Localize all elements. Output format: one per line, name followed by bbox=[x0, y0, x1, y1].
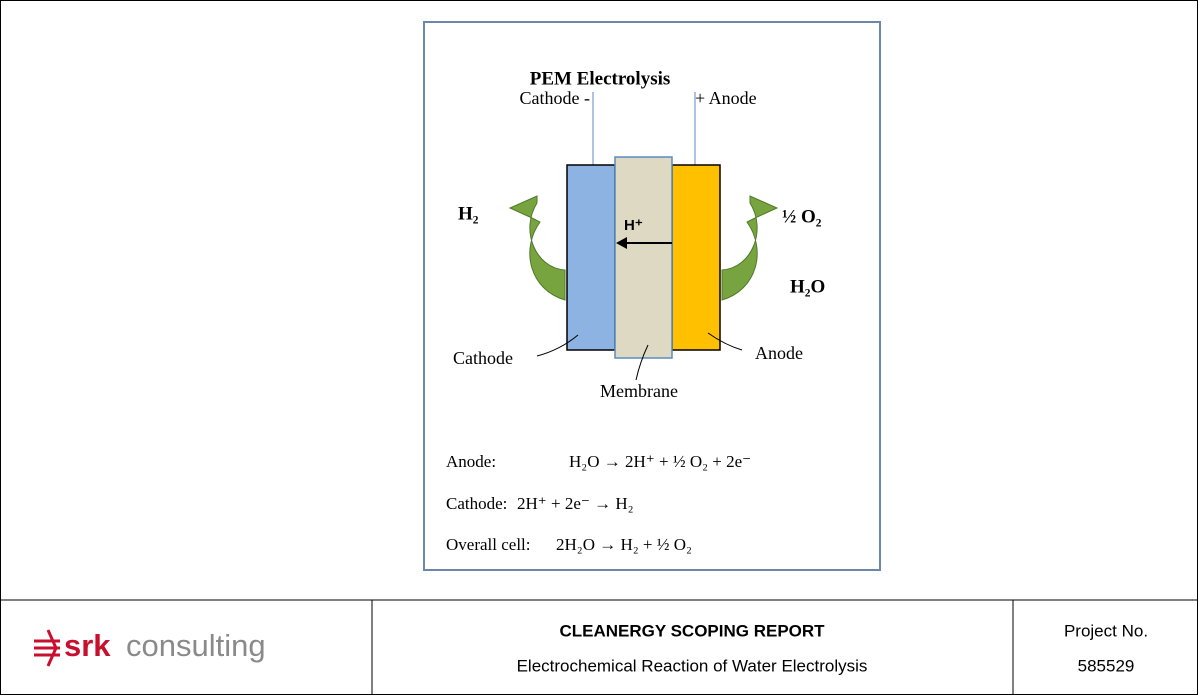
hydrogen-flow-arrow bbox=[508, 195, 566, 301]
equation-label: Cathode: bbox=[446, 494, 507, 513]
water-label: H₂O bbox=[790, 276, 825, 297]
logo-brand: srk bbox=[64, 628, 111, 663]
oxygen-flow-arrow bbox=[721, 195, 779, 301]
arrowhead bbox=[616, 237, 627, 249]
equation: 2H⁺ + 2e⁻ → H₂ bbox=[517, 494, 634, 513]
pointer bbox=[707, 332, 743, 351]
diagram-title: PEM Electrolysis bbox=[530, 68, 671, 89]
pointer bbox=[635, 344, 649, 381]
report-title: CLEANERGY SCOPING REPORT bbox=[559, 621, 825, 640]
project-label: Project No. bbox=[1064, 621, 1148, 640]
membrane bbox=[614, 156, 673, 359]
anode-plate bbox=[671, 164, 721, 351]
pointer bbox=[536, 334, 579, 357]
anode-label: Anode bbox=[755, 343, 803, 363]
project-number: 585529 bbox=[1078, 656, 1135, 675]
equation: H₂O → 2H⁺ + ½ O₂ + 2e⁻ bbox=[569, 452, 751, 471]
proton-label: H⁺ bbox=[624, 217, 643, 234]
cathode-terminal-label: Cathode - bbox=[520, 88, 590, 108]
logo-word: consulting bbox=[126, 628, 266, 663]
membrane-label: Membrane bbox=[600, 381, 678, 401]
equation: 2H₂O → H₂ + ½ O₂ bbox=[556, 535, 692, 554]
report-subtitle: Electrochemical Reaction of Water Electr… bbox=[517, 656, 868, 675]
cathode-plate bbox=[566, 164, 616, 351]
anode-terminal-label: + Anode bbox=[695, 88, 757, 108]
equation-label: Overall cell: bbox=[446, 535, 531, 554]
cathode-label: Cathode bbox=[453, 348, 513, 368]
logo-icon bbox=[34, 629, 60, 667]
hydrogen-label: H₂ bbox=[458, 203, 479, 224]
equation-label: Anode: bbox=[446, 452, 496, 471]
oxygen-label: ½ O₂ bbox=[782, 206, 822, 227]
